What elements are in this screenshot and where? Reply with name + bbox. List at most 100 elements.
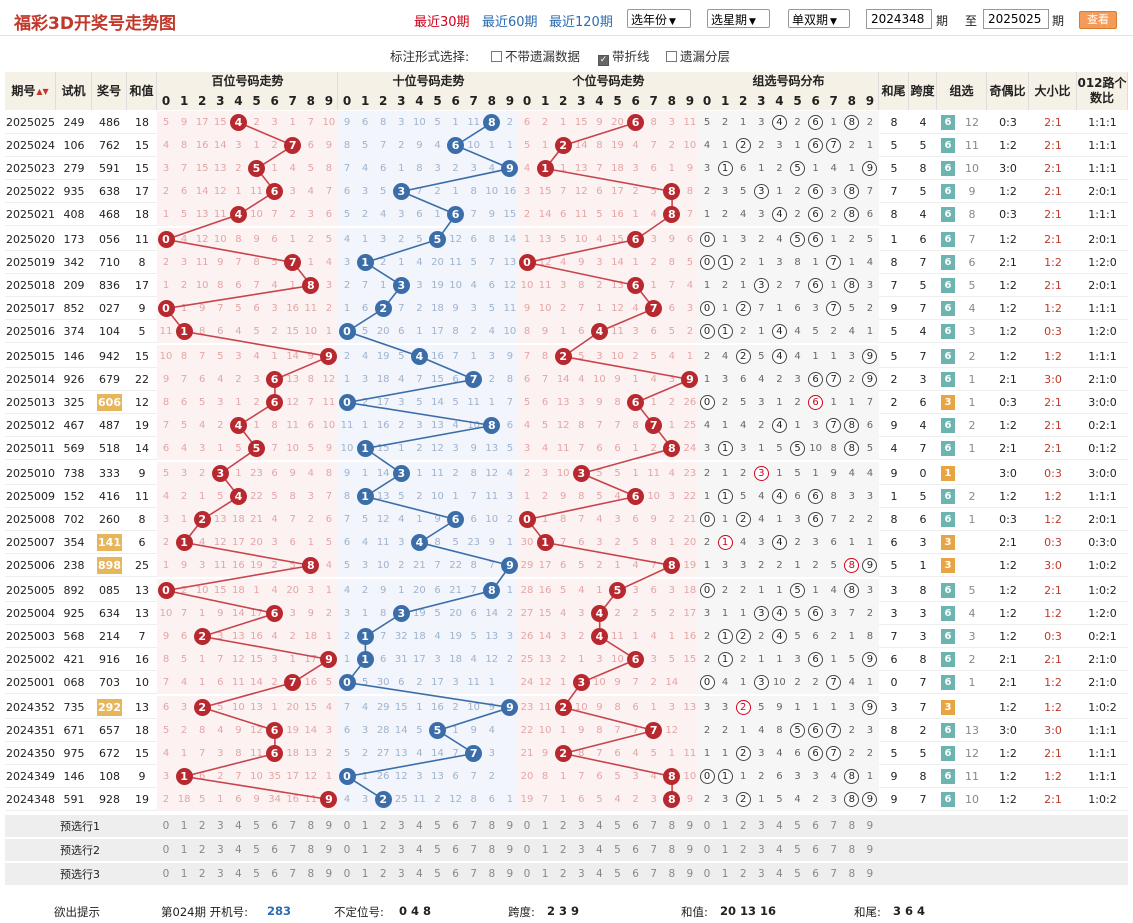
preselect-digit[interactable]: 7 bbox=[289, 868, 297, 880]
preselect-digit[interactable]: 7 bbox=[650, 868, 658, 880]
week-select[interactable]: 选星期 ▼ bbox=[707, 9, 770, 28]
option-polyline[interactable]: ✓ 带折线 bbox=[598, 49, 650, 66]
preselect-digit[interactable]: 1 bbox=[721, 868, 729, 880]
checkbox-icon[interactable] bbox=[491, 51, 502, 62]
preselect-digit[interactable]: 2 bbox=[559, 844, 567, 856]
preselect-digit[interactable]: 0 bbox=[523, 844, 531, 856]
nav-recent-120[interactable]: 最近120期 bbox=[549, 15, 613, 30]
preselect-digit[interactable]: 6 bbox=[452, 820, 459, 832]
preselect-digit[interactable]: 3 bbox=[397, 868, 405, 880]
preselect-digit[interactable]: 7 bbox=[289, 820, 297, 832]
preselect-digit[interactable]: 7 bbox=[830, 820, 838, 832]
preselect-digit[interactable]: 6 bbox=[452, 868, 459, 880]
preselect-digit[interactable]: 6 bbox=[271, 844, 278, 856]
preselect-digit[interactable]: 3 bbox=[757, 868, 765, 880]
preselect-digit[interactable]: 6 bbox=[632, 820, 639, 832]
preselect-digit[interactable]: 2 bbox=[198, 844, 206, 856]
preselect-digit[interactable]: 7 bbox=[830, 844, 838, 856]
preselect-digit[interactable]: 8 bbox=[488, 820, 496, 832]
preselect-digit[interactable]: 5 bbox=[614, 820, 621, 832]
preselect-digit[interactable]: 2 bbox=[198, 820, 206, 832]
preselect-digit[interactable]: 1 bbox=[541, 820, 549, 832]
preselect-digit[interactable]: 4 bbox=[416, 844, 423, 856]
preselect-digit[interactable]: 7 bbox=[650, 844, 658, 856]
preselect-digit[interactable]: 8 bbox=[668, 820, 676, 832]
preselect-digit[interactable]: 4 bbox=[776, 820, 783, 832]
preselect-digit[interactable]: 9 bbox=[686, 820, 694, 832]
option-omission-layer[interactable]: 遗漏分层 bbox=[666, 46, 730, 65]
preselect-digit[interactable]: 5 bbox=[434, 844, 441, 856]
preselect-digit[interactable]: 3 bbox=[757, 844, 765, 856]
preselect-digit[interactable]: 8 bbox=[488, 868, 496, 880]
preselect-digit[interactable]: 5 bbox=[794, 844, 801, 856]
preselect-digit[interactable]: 4 bbox=[776, 868, 783, 880]
nav-recent-60[interactable]: 最近60期 bbox=[482, 15, 538, 30]
preselect-digit[interactable]: 3 bbox=[397, 844, 405, 856]
from-period-input[interactable]: 2024348 bbox=[866, 9, 932, 29]
preselect-digit[interactable]: 3 bbox=[216, 868, 224, 880]
preselect-digit[interactable]: 2 bbox=[739, 844, 747, 856]
preselect-digit[interactable]: 3 bbox=[757, 820, 765, 832]
preselect-digit[interactable]: 1 bbox=[180, 820, 188, 832]
preselect-digit[interactable]: 3 bbox=[216, 844, 224, 856]
preselect-digit[interactable]: 9 bbox=[686, 844, 694, 856]
preselect-digit[interactable]: 6 bbox=[632, 868, 639, 880]
preselect-digit[interactable]: 9 bbox=[325, 844, 333, 856]
preselect-digit[interactable]: 2 bbox=[559, 820, 567, 832]
preselect-digit[interactable]: 1 bbox=[361, 820, 369, 832]
preselect-digit[interactable]: 8 bbox=[307, 844, 315, 856]
preselect-digit[interactable]: 5 bbox=[253, 844, 260, 856]
preselect-digit[interactable]: 6 bbox=[452, 844, 459, 856]
preselect-digit[interactable]: 0 bbox=[162, 868, 170, 880]
preselect-digit[interactable]: 9 bbox=[866, 844, 874, 856]
preselect-digit[interactable]: 5 bbox=[614, 844, 621, 856]
preselect-digit[interactable]: 0 bbox=[703, 844, 711, 856]
preselect-digit[interactable]: 7 bbox=[470, 868, 478, 880]
preselect-digit[interactable]: 7 bbox=[470, 820, 478, 832]
checkbox-checked-icon[interactable]: ✓ bbox=[598, 55, 609, 66]
preselect-digit[interactable]: 3 bbox=[577, 868, 585, 880]
preselect-digit[interactable]: 2 bbox=[379, 868, 387, 880]
preselect-row[interactable]: 预选行3 0 1 2 3 4 5 6 7 8 9 0 1 2 3 4 5 6 7 8 9 0 1 2 3 4 5 6 7 8 9 0 1 2 3 4 5… bbox=[5, 863, 1128, 886]
preselect-digit[interactable]: 8 bbox=[307, 820, 315, 832]
preselect-digit[interactable]: 5 bbox=[434, 868, 441, 880]
preselect-digit[interactable]: 7 bbox=[470, 844, 478, 856]
preselect-digit[interactable]: 9 bbox=[506, 820, 514, 832]
preselect-digit[interactable]: 4 bbox=[596, 820, 603, 832]
parity-select[interactable]: 单双期 ▼ bbox=[788, 9, 850, 28]
preselect-digit[interactable]: 9 bbox=[506, 868, 514, 880]
preselect-digit[interactable]: 6 bbox=[812, 868, 819, 880]
option-no-omission[interactable]: 不带遗漏数据 bbox=[491, 46, 580, 65]
preselect-digit[interactable]: 8 bbox=[488, 844, 496, 856]
preselect-digit[interactable]: 4 bbox=[416, 868, 423, 880]
preselect-digit[interactable]: 2 bbox=[739, 820, 747, 832]
preselect-digit[interactable]: 1 bbox=[361, 844, 369, 856]
preselect-digit[interactable]: 9 bbox=[506, 844, 514, 856]
preselect-digit[interactable]: 4 bbox=[235, 844, 242, 856]
preselect-digit[interactable]: 9 bbox=[325, 820, 333, 832]
preselect-row[interactable]: 预选行2 0 1 2 3 4 5 6 7 8 9 0 1 2 3 4 5 6 7 8 9 0 1 2 3 4 5 6 7 8 9 0 1 2 3 4 5… bbox=[5, 839, 1128, 862]
preselect-digit[interactable]: 1 bbox=[541, 868, 549, 880]
preselect-digit[interactable]: 0 bbox=[523, 820, 531, 832]
preselect-digit[interactable]: 2 bbox=[198, 868, 206, 880]
preselect-digit[interactable]: 1 bbox=[180, 844, 188, 856]
preselect-digit[interactable]: 0 bbox=[703, 820, 711, 832]
query-button[interactable]: 查看 bbox=[1079, 11, 1117, 29]
preselect-digit[interactable]: 0 bbox=[343, 820, 351, 832]
preselect-digit[interactable]: 6 bbox=[271, 820, 278, 832]
preselect-digit[interactable]: 4 bbox=[235, 868, 242, 880]
preselect-digit[interactable]: 8 bbox=[848, 868, 856, 880]
preselect-digit[interactable]: 9 bbox=[686, 868, 694, 880]
preselect-digit[interactable]: 8 bbox=[668, 868, 676, 880]
preselect-digit[interactable]: 6 bbox=[812, 820, 819, 832]
to-period-input[interactable]: 2025025 bbox=[983, 9, 1049, 29]
preselect-digit[interactable]: 0 bbox=[162, 844, 170, 856]
preselect-digit[interactable]: 5 bbox=[434, 820, 441, 832]
preselect-digit[interactable]: 0 bbox=[343, 844, 351, 856]
nav-recent-30[interactable]: 最近30期 bbox=[414, 15, 470, 30]
preselect-digit[interactable]: 6 bbox=[812, 844, 819, 856]
preselect-digit[interactable]: 1 bbox=[180, 868, 188, 880]
preselect-digit[interactable]: 2 bbox=[559, 868, 567, 880]
preselect-digit[interactable]: 2 bbox=[379, 844, 387, 856]
preselect-digit[interactable]: 5 bbox=[794, 820, 801, 832]
